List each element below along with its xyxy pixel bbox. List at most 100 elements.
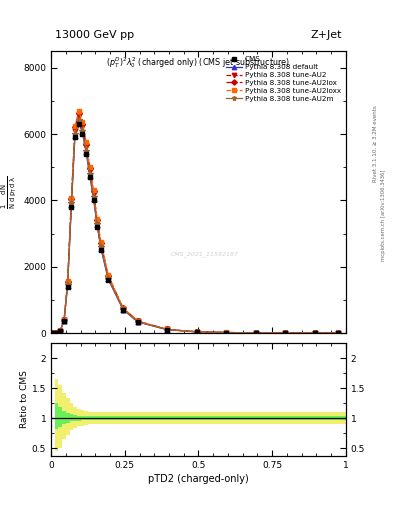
Pythia 8.308 tune-AU2lox bbox=[87, 165, 92, 171]
Pythia 8.308 tune-AU2lox bbox=[73, 124, 77, 131]
Pythia 8.308 tune-AU2lox bbox=[283, 330, 288, 336]
CMS bbox=[77, 121, 81, 127]
Pythia 8.308 tune-AU2loxx bbox=[58, 328, 62, 334]
Pythia 8.308 tune-AU2loxx bbox=[106, 272, 111, 279]
Text: $(p_T^D)^2\lambda_0^2$ (charged only) (CMS jet substructure): $(p_T^D)^2\lambda_0^2$ (charged only) (C… bbox=[107, 55, 290, 70]
CMS bbox=[106, 277, 111, 283]
Pythia 8.308 tune-AU2loxx bbox=[73, 123, 77, 129]
Pythia 8.308 tune-AU2lox bbox=[69, 196, 74, 202]
CMS bbox=[95, 224, 99, 230]
Pythia 8.308 default bbox=[135, 319, 140, 325]
Y-axis label: $\frac{1}{\rm N}\,\frac{d\rm N}{d\,p_T\,d\,\lambda}$: $\frac{1}{\rm N}\,\frac{d\rm N}{d\,p_T\,… bbox=[0, 176, 19, 209]
Pythia 8.308 tune-AU2 bbox=[65, 280, 70, 286]
Text: CMS_2021_11592187: CMS_2021_11592187 bbox=[170, 251, 239, 257]
Pythia 8.308 tune-AU2m bbox=[165, 327, 170, 333]
Pythia 8.308 tune-AU2lox bbox=[51, 330, 55, 336]
Pythia 8.308 tune-AU2loxx bbox=[165, 326, 170, 332]
CMS bbox=[69, 204, 74, 210]
Pythia 8.308 tune-AU2lox bbox=[336, 330, 341, 336]
Pythia 8.308 default bbox=[95, 222, 99, 228]
Pythia 8.308 tune-AU2lox bbox=[106, 273, 111, 279]
Pythia 8.308 tune-AU2lox bbox=[62, 317, 66, 323]
Pythia 8.308 default bbox=[283, 330, 288, 336]
Pythia 8.308 tune-AU2 bbox=[77, 113, 81, 119]
CMS bbox=[80, 131, 85, 137]
CMS bbox=[62, 318, 66, 325]
Text: 13000 GeV pp: 13000 GeV pp bbox=[55, 30, 134, 40]
Pythia 8.308 tune-AU2loxx bbox=[121, 305, 125, 311]
Pythia 8.308 tune-AU2 bbox=[195, 329, 199, 335]
Pythia 8.308 tune-AU2 bbox=[283, 330, 288, 336]
Pythia 8.308 tune-AU2 bbox=[51, 330, 55, 336]
Line: Pythia 8.308 tune-AU2m: Pythia 8.308 tune-AU2m bbox=[50, 117, 341, 336]
CMS bbox=[99, 247, 103, 253]
Pythia 8.308 tune-AU2m bbox=[80, 127, 85, 134]
Pythia 8.308 tune-AU2m bbox=[99, 244, 103, 250]
Pythia 8.308 tune-AU2loxx bbox=[84, 139, 88, 145]
Pythia 8.308 tune-AU2m bbox=[283, 330, 288, 336]
Pythia 8.308 tune-AU2m bbox=[62, 318, 66, 324]
Pythia 8.308 default bbox=[253, 330, 258, 336]
Pythia 8.308 default bbox=[65, 283, 70, 289]
Pythia 8.308 tune-AU2lox bbox=[80, 121, 85, 127]
Pythia 8.308 tune-AU2m bbox=[195, 329, 199, 335]
CMS bbox=[165, 327, 170, 333]
Pythia 8.308 tune-AU2loxx bbox=[91, 187, 96, 193]
Pythia 8.308 tune-AU2loxx bbox=[135, 318, 140, 324]
Pythia 8.308 tune-AU2loxx bbox=[65, 278, 70, 284]
Pythia 8.308 tune-AU2 bbox=[336, 330, 341, 336]
Pythia 8.308 tune-AU2 bbox=[121, 306, 125, 312]
Pythia 8.308 tune-AU2lox bbox=[58, 328, 62, 334]
Line: Pythia 8.308 tune-AU2lox: Pythia 8.308 tune-AU2lox bbox=[51, 111, 341, 335]
Pythia 8.308 tune-AU2lox bbox=[195, 329, 199, 335]
Pythia 8.308 tune-AU2 bbox=[95, 219, 99, 225]
CMS bbox=[195, 329, 199, 335]
Pythia 8.308 tune-AU2lox bbox=[312, 330, 317, 336]
Pythia 8.308 tune-AU2 bbox=[165, 327, 170, 333]
Pythia 8.308 default bbox=[77, 119, 81, 125]
Pythia 8.308 tune-AU2loxx bbox=[283, 330, 288, 336]
Pythia 8.308 tune-AU2m bbox=[121, 306, 125, 312]
CMS bbox=[54, 330, 59, 336]
Pythia 8.308 tune-AU2m bbox=[73, 131, 77, 137]
Pythia 8.308 tune-AU2loxx bbox=[80, 119, 85, 125]
Text: mcplots.cern.ch [arXiv:1306.3436]: mcplots.cern.ch [arXiv:1306.3436] bbox=[381, 169, 386, 261]
Pythia 8.308 default bbox=[51, 330, 55, 336]
Pythia 8.308 tune-AU2m bbox=[87, 171, 92, 177]
Pythia 8.308 tune-AU2m bbox=[77, 117, 81, 123]
CMS bbox=[135, 319, 140, 325]
Pythia 8.308 tune-AU2 bbox=[224, 329, 229, 335]
Pythia 8.308 tune-AU2loxx bbox=[312, 330, 317, 336]
Line: Pythia 8.308 tune-AU2loxx: Pythia 8.308 tune-AU2loxx bbox=[51, 109, 341, 335]
Pythia 8.308 default bbox=[336, 330, 341, 336]
CMS bbox=[121, 307, 125, 313]
Pythia 8.308 tune-AU2 bbox=[99, 242, 103, 248]
Pythia 8.308 tune-AU2m bbox=[84, 147, 88, 154]
Line: Pythia 8.308 default: Pythia 8.308 default bbox=[50, 120, 341, 335]
CMS bbox=[336, 330, 341, 336]
Pythia 8.308 tune-AU2m bbox=[106, 275, 111, 282]
Pythia 8.308 tune-AU2m bbox=[58, 328, 62, 334]
Pythia 8.308 tune-AU2m bbox=[336, 330, 341, 336]
Pythia 8.308 default bbox=[80, 130, 85, 136]
Pythia 8.308 tune-AU2loxx bbox=[51, 330, 55, 336]
Line: CMS: CMS bbox=[50, 122, 341, 335]
Pythia 8.308 tune-AU2 bbox=[312, 330, 317, 336]
Pythia 8.308 tune-AU2m bbox=[95, 221, 99, 227]
Pythia 8.308 tune-AU2 bbox=[91, 190, 96, 197]
Pythia 8.308 tune-AU2lox bbox=[95, 217, 99, 223]
Pythia 8.308 tune-AU2m bbox=[253, 330, 258, 336]
Pythia 8.308 default bbox=[312, 330, 317, 336]
CMS bbox=[51, 330, 55, 336]
Pythia 8.308 tune-AU2loxx bbox=[195, 329, 199, 335]
Pythia 8.308 default bbox=[106, 276, 111, 283]
Pythia 8.308 tune-AU2m bbox=[69, 200, 74, 206]
Pythia 8.308 tune-AU2lox bbox=[91, 188, 96, 194]
Line: Pythia 8.308 tune-AU2: Pythia 8.308 tune-AU2 bbox=[50, 114, 341, 335]
Pythia 8.308 tune-AU2 bbox=[73, 127, 77, 134]
Pythia 8.308 default bbox=[91, 196, 96, 202]
Pythia 8.308 default bbox=[58, 328, 62, 334]
Pythia 8.308 tune-AU2 bbox=[62, 317, 66, 324]
Pythia 8.308 default bbox=[54, 330, 59, 336]
Pythia 8.308 tune-AU2loxx bbox=[95, 216, 99, 222]
